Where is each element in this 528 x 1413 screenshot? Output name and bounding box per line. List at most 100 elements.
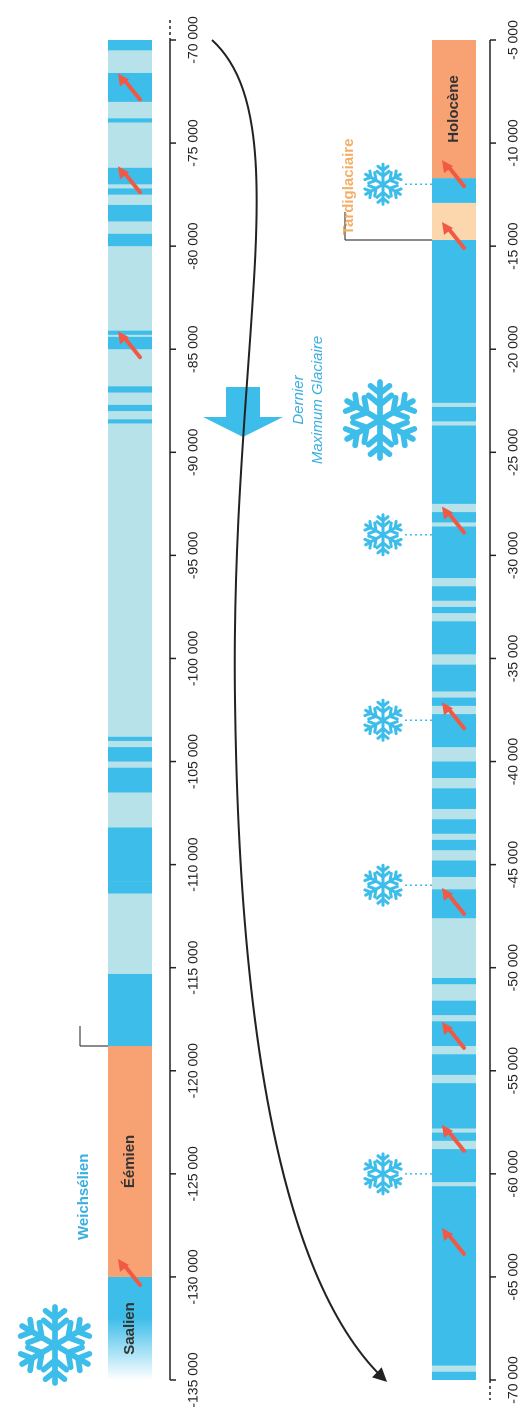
bottom-tick-label: -25 000 (505, 428, 521, 476)
bottom-segment (432, 178, 476, 203)
top-segment (108, 893, 152, 974)
top-segment (108, 1046, 152, 1277)
warming-arrow-shaft (122, 77, 142, 102)
warming-arrow-head (442, 506, 453, 520)
bottom-segment (432, 761, 476, 779)
big-blue-arrow-icon (203, 387, 283, 437)
warming-arrow-shaft (122, 1262, 142, 1287)
top-segment (108, 973, 152, 1047)
warming-arrow-head (118, 1258, 129, 1272)
bottom-segment (432, 697, 476, 706)
top-tick-label: -130 000 (185, 1249, 201, 1304)
bottom-segment (432, 1054, 476, 1075)
top-tick-label: -100 000 (185, 631, 201, 686)
top-tick-label: -125 000 (185, 1146, 201, 1201)
top-tick-label: -105 000 (185, 734, 201, 789)
bottom-warming-arrow-icon (442, 887, 466, 916)
bottom-segment (432, 239, 476, 403)
bottom-segment (432, 1371, 476, 1380)
small-snowflake-icon (363, 164, 404, 204)
top-tick-label: -85 000 (185, 325, 201, 373)
bottom-segment (432, 788, 476, 809)
top-segment (108, 404, 152, 412)
bottom-tick-label: -45 000 (505, 841, 521, 889)
top-tick-label: -80 000 (185, 222, 201, 270)
warming-arrow-head (442, 1228, 453, 1241)
top-timeline: -135 000 -130 000 -125 000 -120 000 -115 000… (79, 16, 201, 1408)
top-segment (108, 118, 152, 123)
bottom-tick-label: -15 000 (505, 222, 521, 270)
bottom-segment (432, 526, 476, 579)
bottom-tick-label: -40 000 (505, 738, 521, 786)
small-snowflake-icon (363, 700, 404, 740)
bottom-warming-arrow-icon (442, 221, 466, 250)
top-segment (108, 330, 152, 335)
bottom-segment (432, 40, 476, 179)
dmg-label-line2: Maximum Glaciaire (309, 336, 326, 464)
warming-arrow-head (442, 160, 453, 174)
bottom-tick-label: -65 000 (505, 1253, 521, 1301)
warming-arrow-shaft (446, 225, 466, 250)
bottom-tick-label: -30 000 (505, 531, 521, 579)
warming-arrow-shaft (446, 1025, 466, 1050)
bottom-warming-arrow-icon (442, 1228, 466, 1256)
top-segment (108, 1276, 152, 1380)
top-tick-label: -110 000 (185, 837, 201, 891)
bottom-segment (432, 1149, 476, 1183)
bottom-segment (432, 406, 476, 422)
bottom-timeline: -70 000 -65 000 -60 000 -55 000 -50 000 -45 0… (344, 20, 521, 1404)
bottom-segment (432, 425, 476, 504)
top-tick-label: -70 000 (185, 16, 201, 64)
top-warming-arrow-icon (118, 331, 142, 360)
warming-arrow-shaft (446, 510, 466, 535)
top-segment (108, 736, 152, 741)
warming-arrow-head (442, 1124, 453, 1138)
big-snowflake-top-icon (16, 1307, 93, 1383)
top-tick-label: -95 000 (185, 531, 201, 579)
bottom-label-holocene: Holocène (445, 75, 462, 143)
warming-arrow-shaft (446, 1232, 466, 1256)
bottom-segment (432, 664, 476, 692)
bottom-segment (432, 839, 476, 851)
big-snowflake-dmg-icon (341, 382, 418, 458)
snowflake-shape (363, 1154, 404, 1194)
bottom-segment (432, 1083, 476, 1129)
bottom-segment (432, 1186, 476, 1366)
bottom-segment (432, 1000, 476, 1016)
bottom-tick-label: -60 000 (505, 1150, 521, 1198)
warming-arrow-head (118, 166, 129, 180)
warming-arrow-head (442, 702, 453, 716)
bottom-tick-label: -50 000 (505, 944, 521, 992)
small-snowflake-icon (363, 1154, 404, 1194)
bottom-segment (432, 978, 476, 985)
warming-arrow-shaft (446, 164, 466, 189)
top-segment (108, 881, 152, 894)
top-tick-label: -90 000 (185, 428, 201, 476)
top-segment (108, 386, 152, 393)
small-snowflake-icon (363, 515, 404, 555)
top-segment (108, 188, 152, 195)
bottom-tick-label: -70 000 (505, 1356, 521, 1404)
top-label-eemien: Éémien (121, 1135, 138, 1188)
top-tick-label: -120 000 (185, 1043, 201, 1098)
warming-arrow-shaft (446, 1128, 466, 1153)
weichselien-label: Weichsélien (75, 1154, 92, 1240)
top-warming-arrow-icon (118, 1258, 142, 1287)
bottom-segment (432, 586, 476, 601)
bottom-segment (432, 860, 476, 877)
bottom-segment (432, 606, 476, 614)
dmg-label-line1: Dernier (290, 374, 307, 424)
top-tick-label: -115 000 (185, 940, 201, 994)
tardiglaciaire-label: Tardiglaciaire (340, 139, 357, 235)
bottom-warming-arrow-icon (442, 160, 466, 189)
small-snowflake-icon (363, 865, 404, 905)
warming-arrow-head (442, 887, 453, 901)
warming-arrow-head (118, 73, 129, 87)
snowflake-shape (363, 865, 404, 905)
top-warming-arrow-icon (118, 166, 142, 195)
warming-arrow-shaft (446, 891, 466, 916)
bottom-segment (432, 819, 476, 834)
top-segment (108, 767, 152, 793)
bottom-segment (432, 621, 476, 655)
